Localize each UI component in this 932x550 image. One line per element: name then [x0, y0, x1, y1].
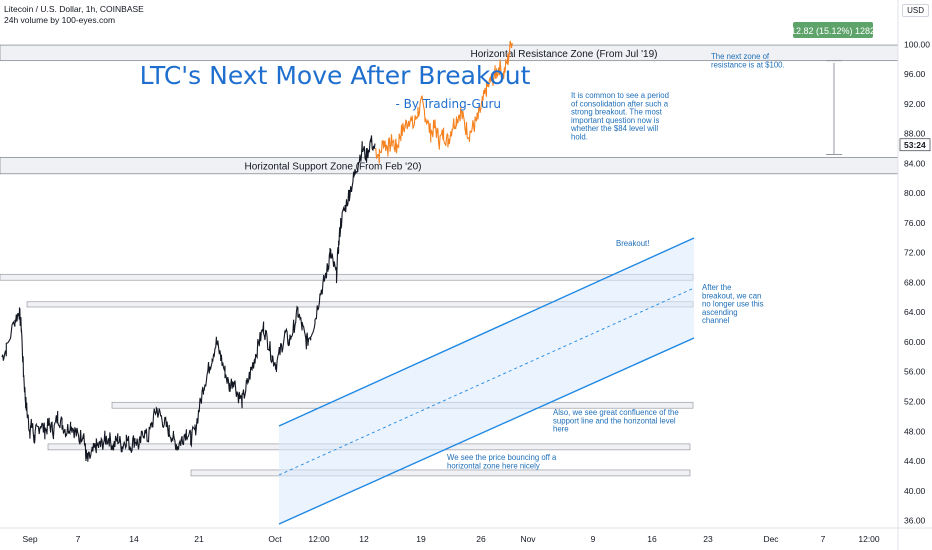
x-tick-label: 26 [476, 534, 486, 544]
price-label-box [899, 138, 931, 152]
y-tick-label: 88.00 [904, 129, 926, 139]
x-tick-label: 7 [821, 534, 826, 544]
y-tick-label: 36.00 [904, 516, 926, 526]
channel-fill [279, 238, 694, 524]
annotation-text: Also, we see great confluence of the [553, 408, 679, 417]
annotation-text: support line and the horizontal level [553, 416, 676, 425]
annotation-text: After the [702, 283, 731, 292]
y-tick-label: 96.00 [904, 69, 926, 79]
annotation-text: hold. [571, 133, 588, 142]
annotations-layer: LTC's Next Move After Breakout - By Tradi… [140, 52, 785, 470]
x-tick-label: 12:00 [308, 534, 330, 544]
annotation-text: no longer use this [702, 300, 764, 309]
ascending-channel [278, 237, 695, 525]
y-tick-label: 68.00 [904, 277, 926, 287]
volume-line: 24h volume by 100-eyes.com [4, 15, 116, 25]
annotation-text: Breakout! [616, 239, 649, 248]
zone-label: Horizontal Support Zone (From Feb '20) [245, 162, 422, 173]
channel-upper-line [278, 237, 695, 427]
symbol-line[interactable]: Litecoin / U.S. Dollar, 1h, COINBASE [4, 4, 144, 14]
annotation-text: We see the price bouncing off a [447, 453, 557, 462]
currency-badge[interactable]: USD [902, 4, 929, 17]
annotation-text: strong breakout. The most [571, 108, 663, 117]
annotation-text: channel [702, 316, 730, 325]
y-tick-label: 92.00 [904, 99, 926, 109]
annotation-text: ascending [702, 308, 738, 317]
chart-header: Litecoin / U.S. Dollar, 1h, COINBASE 24h… [4, 4, 144, 26]
y-tick-label: 64.00 [904, 307, 926, 317]
annotation-text: resistance is at $100. [711, 60, 785, 69]
y-tick-label: 80.00 [904, 188, 926, 198]
y-tick-label: 100.00 [904, 39, 930, 49]
channel-lower-line [278, 337, 695, 525]
annotation-text: The next zone of [711, 52, 770, 61]
annotation-text: here [553, 425, 569, 434]
price-series [1, 135, 376, 462]
price-range-measure: 12.82 (15.12%) 1282 [791, 22, 875, 155]
y-tick-label: 52.00 [904, 397, 926, 407]
annotation-text: breakout, we can [702, 291, 761, 300]
x-tick-label: Oct [268, 534, 282, 544]
x-tick-label: 19 [416, 534, 426, 544]
channel-mid-line [278, 287, 695, 476]
annotation-text: of consolidation after such a [571, 99, 669, 108]
x-tick-label: Sep [22, 534, 37, 544]
y-tick-label: 84.00 [904, 158, 926, 168]
chart-subtitle: - By Trading-Guru [395, 97, 501, 111]
x-tick-label: 9 [591, 534, 596, 544]
x-tick-label: 16 [647, 534, 657, 544]
x-tick-label: 14 [129, 534, 139, 544]
minor-horizontal-zone [0, 273, 694, 281]
y-axis[interactable]: 100.00 96.00 92.00 88.00 84.00 80.00 76.00 72.0… [897, 0, 931, 550]
y-tick-label: 76.00 [904, 218, 926, 228]
x-axis[interactable]: Sep 7 14 21 Oct 12:00 12 19 26 Nov 9 16 23 Dec 7 12:00 [0, 527, 932, 544]
y-tick-label: 44.00 [904, 456, 926, 466]
x-tick-label: 7 [76, 534, 81, 544]
x-tick-label: 21 [194, 534, 204, 544]
x-tick-label: 12:00 [858, 534, 880, 544]
annotation-text: whether the $84 level will [570, 124, 658, 133]
minor-horizontal-zone [190, 469, 691, 477]
measure-label: 12.82 (15.12%) 1282 [791, 26, 875, 36]
x-tick-label: 12 [359, 534, 369, 544]
annotation-text: important question now is [571, 116, 660, 125]
y-tick-label: 72.00 [904, 248, 926, 258]
price-label: 53:24 [904, 140, 926, 150]
x-tick-label: Nov [520, 534, 536, 544]
x-tick-label: 23 [703, 534, 713, 544]
y-tick-label: 60.00 [904, 337, 926, 347]
y-tick-label: 40.00 [904, 486, 926, 496]
chart-title: LTC's Next Move After Breakout [140, 61, 531, 90]
measure-label-box [793, 22, 873, 38]
annotation-text: It is common to see a period [571, 91, 669, 100]
y-tick-label: 48.00 [904, 426, 926, 436]
zone-label: Horizontal Resistance Zone (From Jul '19… [471, 49, 658, 60]
zones-layer: Horizontal Resistance Zone (From Jul '19… [0, 44, 899, 477]
price-series-layer [1, 40, 513, 462]
x-tick-label: Dec [763, 534, 779, 544]
y-tick-label: 56.00 [904, 367, 926, 377]
annotation-text: horizontal zone here nicely [447, 461, 540, 470]
projection-series [375, 40, 513, 164]
horizontal-zone [0, 157, 899, 175]
